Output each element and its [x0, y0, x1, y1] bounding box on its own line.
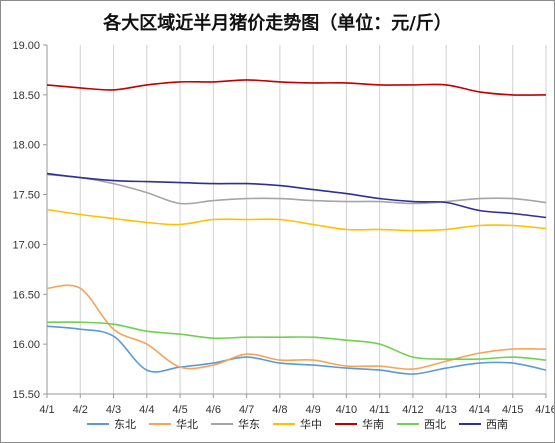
legend-label: 华东 — [238, 417, 260, 431]
series-line — [46, 79, 547, 96]
x-tick-label: 4/8 — [272, 404, 287, 416]
y-tick-label: 19.00 — [12, 40, 40, 52]
x-tick-label: 4/2 — [73, 404, 88, 416]
x-tick-label: 4/9 — [305, 404, 320, 416]
y-tick-label: 18.00 — [12, 140, 40, 152]
x-tick-label: 4/3 — [106, 404, 121, 416]
series-line — [46, 173, 547, 205]
legend-label: 华中 — [300, 417, 322, 431]
legend-label: 西南 — [486, 418, 508, 431]
x-tick-label: 4/14 — [469, 404, 490, 416]
x-tick-label: 4/12 — [402, 404, 423, 416]
x-tick-label: 4/5 — [172, 404, 187, 416]
x-tick-label: 4/15 — [502, 404, 523, 416]
legend: 东北 华北 华东 华中 华南 西北 西南 — [87, 417, 508, 431]
y-tick-label: 17.50 — [12, 190, 40, 202]
axes — [43, 44, 547, 398]
legend-label: 华北 — [176, 417, 198, 431]
y-tick-label: 16.00 — [12, 339, 40, 351]
x-tick-label: 4/16 — [535, 404, 554, 416]
legend-label: 华南 — [362, 417, 384, 431]
x-tick-label: 4/7 — [239, 404, 254, 416]
y-tick-label: 16.50 — [12, 289, 40, 301]
series-line — [46, 321, 547, 361]
y-tick-labels: 15.50 16.00 16.50 17.00 17.50 18.00 18.50 19.00 — [12, 40, 40, 401]
series-line — [46, 325, 547, 375]
legend-label: 东北 — [114, 418, 136, 431]
x-tick-label: 4/6 — [206, 404, 221, 416]
x-tick-label: 4/4 — [139, 404, 154, 416]
x-tick-label: 4/1 — [39, 404, 54, 416]
y-tick-label: 15.50 — [12, 389, 40, 401]
series-line — [46, 172, 547, 219]
y-tick-label: 17.00 — [12, 239, 40, 251]
series-lines — [46, 79, 547, 375]
x-tick-label: 4/10 — [336, 404, 357, 416]
x-tick-label: 4/11 — [369, 404, 390, 416]
legend-label: 西北 — [424, 418, 446, 431]
x-tick-labels: 4/1 4/2 4/3 4/4 4/5 4/6 4/7 4/8 4/9 4/10 4/11 4/12 4… — [39, 404, 554, 416]
x-tick-label: 4/13 — [435, 404, 456, 416]
series-line — [46, 208, 547, 232]
chart-title: 各大区域近半月猪价走势图（单位：元/斤） — [103, 13, 452, 34]
series-line — [46, 284, 547, 371]
y-tick-label: 18.50 — [12, 90, 40, 102]
vertical-gridlines — [79, 45, 547, 394]
